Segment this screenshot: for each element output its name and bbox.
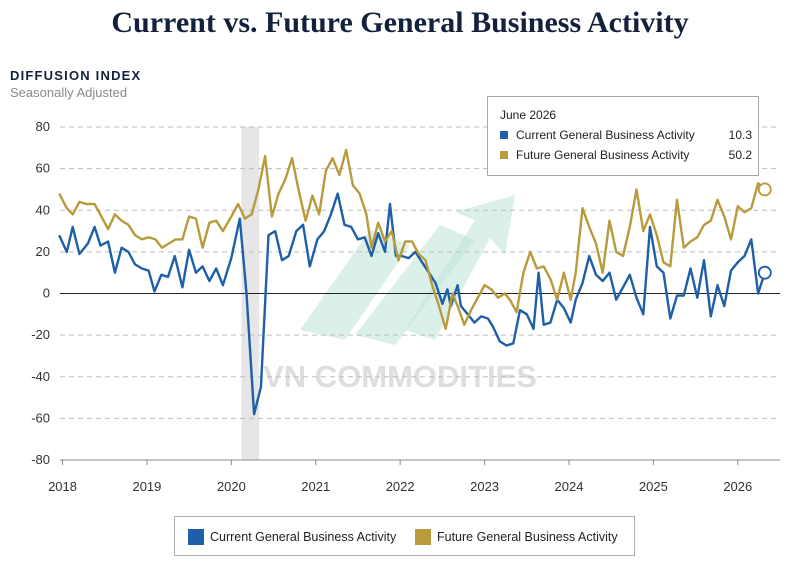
x-tick-label: 2021 [301,479,330,494]
legend-current-swatch-icon [188,529,204,545]
future-swatch-icon [500,151,508,159]
y-tick-label: 20 [36,244,50,259]
annotation-row-future: Future General Business Activity 50.2 [500,148,752,164]
y-tick-label: -20 [31,327,50,342]
annotation-date: June 2026 [500,108,557,122]
y-axis-subtitle: Seasonally Adjusted [10,85,128,100]
current-swatch-icon [500,131,508,139]
chart-title: Current vs. Future General Business Acti… [111,6,689,39]
y-tick-label: -40 [31,369,50,384]
x-tick-label: 2024 [555,479,584,494]
annotation-current-value: 10.3 [728,128,752,142]
y-tick-label: 60 [36,161,50,176]
x-tick-label: 2022 [386,479,415,494]
end-marker-current [757,265,772,280]
y-tick-label: 80 [36,119,50,134]
legend-future-swatch-icon [415,529,431,545]
annotation-future-value: 50.2 [728,148,752,162]
x-tick-label: 2019 [132,479,161,494]
y-tick-label: -60 [31,410,50,425]
x-tick-label: 2018 [48,479,77,494]
annotation-current-name: Current General Business Activity [516,128,695,142]
legend: Current General Business Activity Future… [174,516,635,556]
annotation-box: June 2026 Current General Business Activ… [487,96,759,176]
y-tick-label: 40 [36,202,50,217]
series-line-future [58,148,766,331]
annotation-future-name: Future General Business Activity [516,148,690,162]
legend-current-label: Current General Business Activity [210,530,397,544]
x-tick-label: 2023 [470,479,499,494]
annotation-row-current: Current General Business Activity 10.3 [500,128,752,144]
y-tick-label: 0 [43,286,50,301]
x-tick-label: 2026 [723,479,752,494]
x-tick-label: 2025 [639,479,668,494]
y-axis-title: DIFFUSION INDEX [10,68,142,83]
x-tick-label: 2020 [217,479,246,494]
watermark: VN COMMODITIES [263,195,537,394]
series-line-current [58,192,766,416]
legend-future-label: Future General Business Activity [437,530,618,544]
y-tick-label: -80 [31,452,50,467]
watermark-text: VN COMMODITIES [263,359,537,394]
end-marker-future [757,182,772,197]
